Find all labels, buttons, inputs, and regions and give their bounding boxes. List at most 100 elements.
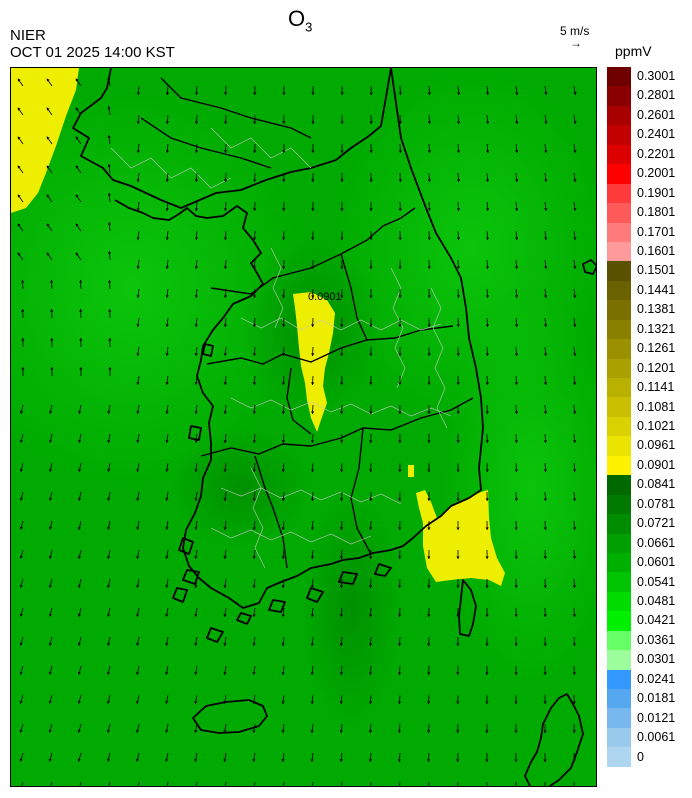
wind-arrowhead xyxy=(223,498,227,501)
district-boundary xyxy=(250,467,266,569)
wind-arrowhead xyxy=(369,440,373,443)
wind-arrowhead xyxy=(50,280,54,283)
wind-arrowhead xyxy=(456,295,460,298)
wind-vector xyxy=(341,781,343,786)
wind-arrowhead xyxy=(136,150,140,153)
wind-arrowhead xyxy=(543,382,548,385)
wind-arrowhead xyxy=(50,367,54,370)
wind-arrowhead xyxy=(543,498,547,501)
wind-arrowhead xyxy=(106,758,110,762)
wind-arrowhead xyxy=(369,556,373,559)
wind-arrowhead xyxy=(572,759,576,762)
wind-arrowhead xyxy=(107,411,111,414)
wind-arrowhead xyxy=(514,266,519,269)
wind-arrowhead xyxy=(48,642,52,646)
wind-arrowhead xyxy=(281,411,286,414)
wind-arrowhead xyxy=(78,468,82,472)
wind-arrowhead xyxy=(456,237,460,240)
wind-arrowhead xyxy=(368,701,373,704)
district-boundary xyxy=(110,147,232,189)
wind-arrowhead xyxy=(75,136,79,140)
wind-arrowhead xyxy=(398,324,402,327)
wind-arrowhead xyxy=(339,614,344,617)
wind-arrowhead xyxy=(427,150,431,153)
wind-arrowhead xyxy=(427,324,431,327)
wind-arrowhead xyxy=(282,295,286,298)
wind-arrowhead xyxy=(107,164,111,167)
wind-arrowhead xyxy=(75,78,79,82)
wind-arrowhead xyxy=(46,78,50,82)
wind-arrowhead xyxy=(485,701,489,704)
legend-swatch xyxy=(607,455,631,476)
wind-arrowhead xyxy=(427,295,431,298)
wind-arrowhead xyxy=(456,353,460,356)
wind-arrowhead xyxy=(281,614,285,617)
wind-arrowhead xyxy=(108,338,112,341)
wind-arrowhead xyxy=(398,266,402,269)
wind-arrowhead xyxy=(456,527,460,530)
wind-arrowhead xyxy=(253,179,257,182)
coastlines xyxy=(72,68,596,786)
wind-arrowhead xyxy=(48,700,52,704)
wind-arrowhead xyxy=(194,324,198,327)
wind-arrowhead xyxy=(485,324,489,327)
wind-arrowhead xyxy=(456,179,461,182)
wind-arrowhead xyxy=(427,121,432,124)
wind-arrowhead xyxy=(194,295,198,298)
wind-arrowhead xyxy=(339,672,343,675)
wind-arrowhead xyxy=(223,672,227,675)
wind-arrowhead xyxy=(281,556,285,559)
wind-arrowhead xyxy=(107,555,111,559)
wind-vector xyxy=(312,781,314,786)
wind-arrowhead xyxy=(281,382,286,385)
wind-arrowhead xyxy=(46,194,50,198)
legend-label: 0.0781 xyxy=(637,496,676,511)
wind-arrowhead xyxy=(165,729,169,733)
wind-vector xyxy=(282,781,285,786)
ozone-shade-area xyxy=(171,428,311,548)
wind-arrowhead xyxy=(572,730,576,733)
wind-arrowhead xyxy=(136,556,140,559)
wind-arrowhead xyxy=(223,411,227,414)
wind-arrowhead xyxy=(398,121,402,124)
legend-swatch xyxy=(607,708,631,728)
wind-arrowhead xyxy=(369,469,373,472)
wind-arrowhead xyxy=(252,440,256,443)
wind-arrowhead xyxy=(544,150,548,153)
legend-swatch xyxy=(607,125,631,145)
wind-arrowhead xyxy=(311,411,315,414)
wind-arrowhead xyxy=(252,498,256,501)
wind-arrowhead xyxy=(514,759,518,762)
wind-arrowhead xyxy=(543,411,548,414)
wind-arrowhead xyxy=(485,295,490,298)
wind-arrowhead xyxy=(136,642,140,646)
wind-arrowhead xyxy=(136,498,140,501)
wind-arrowhead xyxy=(369,266,373,269)
wind-arrowhead xyxy=(49,410,53,414)
wind-arrowhead xyxy=(398,440,402,443)
wind-arrowhead xyxy=(398,92,402,95)
wind-arrowhead xyxy=(165,556,169,559)
wind-arrowhead xyxy=(369,585,373,588)
wind-reference-arrow-icon: → xyxy=(570,36,582,50)
wind-arrowhead xyxy=(398,411,402,414)
wind-arrowhead xyxy=(427,556,431,559)
wind-arrowhead xyxy=(194,121,199,124)
wind-arrowhead xyxy=(136,527,140,530)
wind-arrowhead xyxy=(17,165,21,169)
wind-arrowhead xyxy=(252,585,256,588)
wind-arrowhead xyxy=(340,498,344,501)
wind-arrowhead xyxy=(572,498,577,501)
ozone-shade-area xyxy=(11,88,311,488)
wind-arrowhead xyxy=(252,382,257,385)
wind-arrowhead xyxy=(456,411,460,414)
wind-arrowhead xyxy=(21,309,25,312)
legend-label: 0.1321 xyxy=(637,321,676,336)
high-ozone-zone-northwest xyxy=(11,68,79,213)
legend-label: 0.1501 xyxy=(637,263,676,278)
wind-arrowhead xyxy=(223,353,227,356)
wind-arrowhead xyxy=(77,671,81,675)
wind-arrowhead xyxy=(77,758,81,762)
wind-arrowhead xyxy=(514,614,518,617)
wind-arrowhead xyxy=(485,266,490,269)
